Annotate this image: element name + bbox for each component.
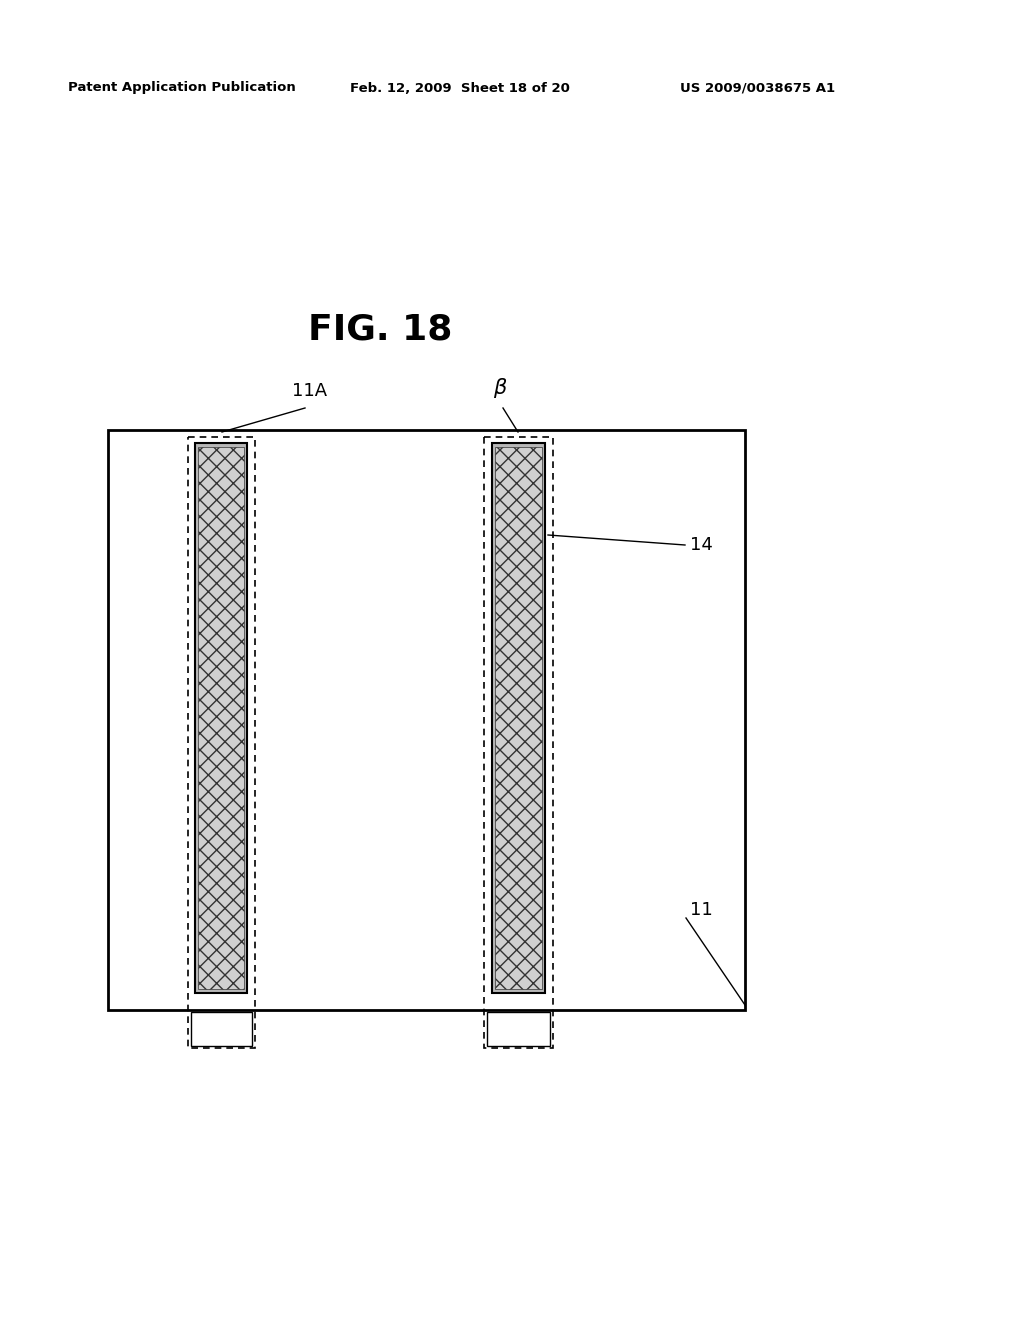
Bar [484,437,553,1048]
Bar [195,444,247,993]
Text: 11: 11 [690,902,713,919]
Bar [191,1012,252,1045]
Bar [198,447,244,989]
Text: Patent Application Publication: Patent Application Publication [68,82,296,95]
Text: Feb. 12, 2009  Sheet 18 of 20: Feb. 12, 2009 Sheet 18 of 20 [350,82,570,95]
Text: 11A: 11A [293,381,328,400]
Text: 14: 14 [690,536,713,554]
Bar [487,1012,550,1045]
Bar [495,447,542,989]
Text: β: β [494,378,507,399]
Text: US 2009/0038675 A1: US 2009/0038675 A1 [680,82,836,95]
Bar [188,437,255,1048]
Text: FIG. 18: FIG. 18 [308,313,453,347]
Bar [108,430,745,1010]
Bar [492,444,545,993]
